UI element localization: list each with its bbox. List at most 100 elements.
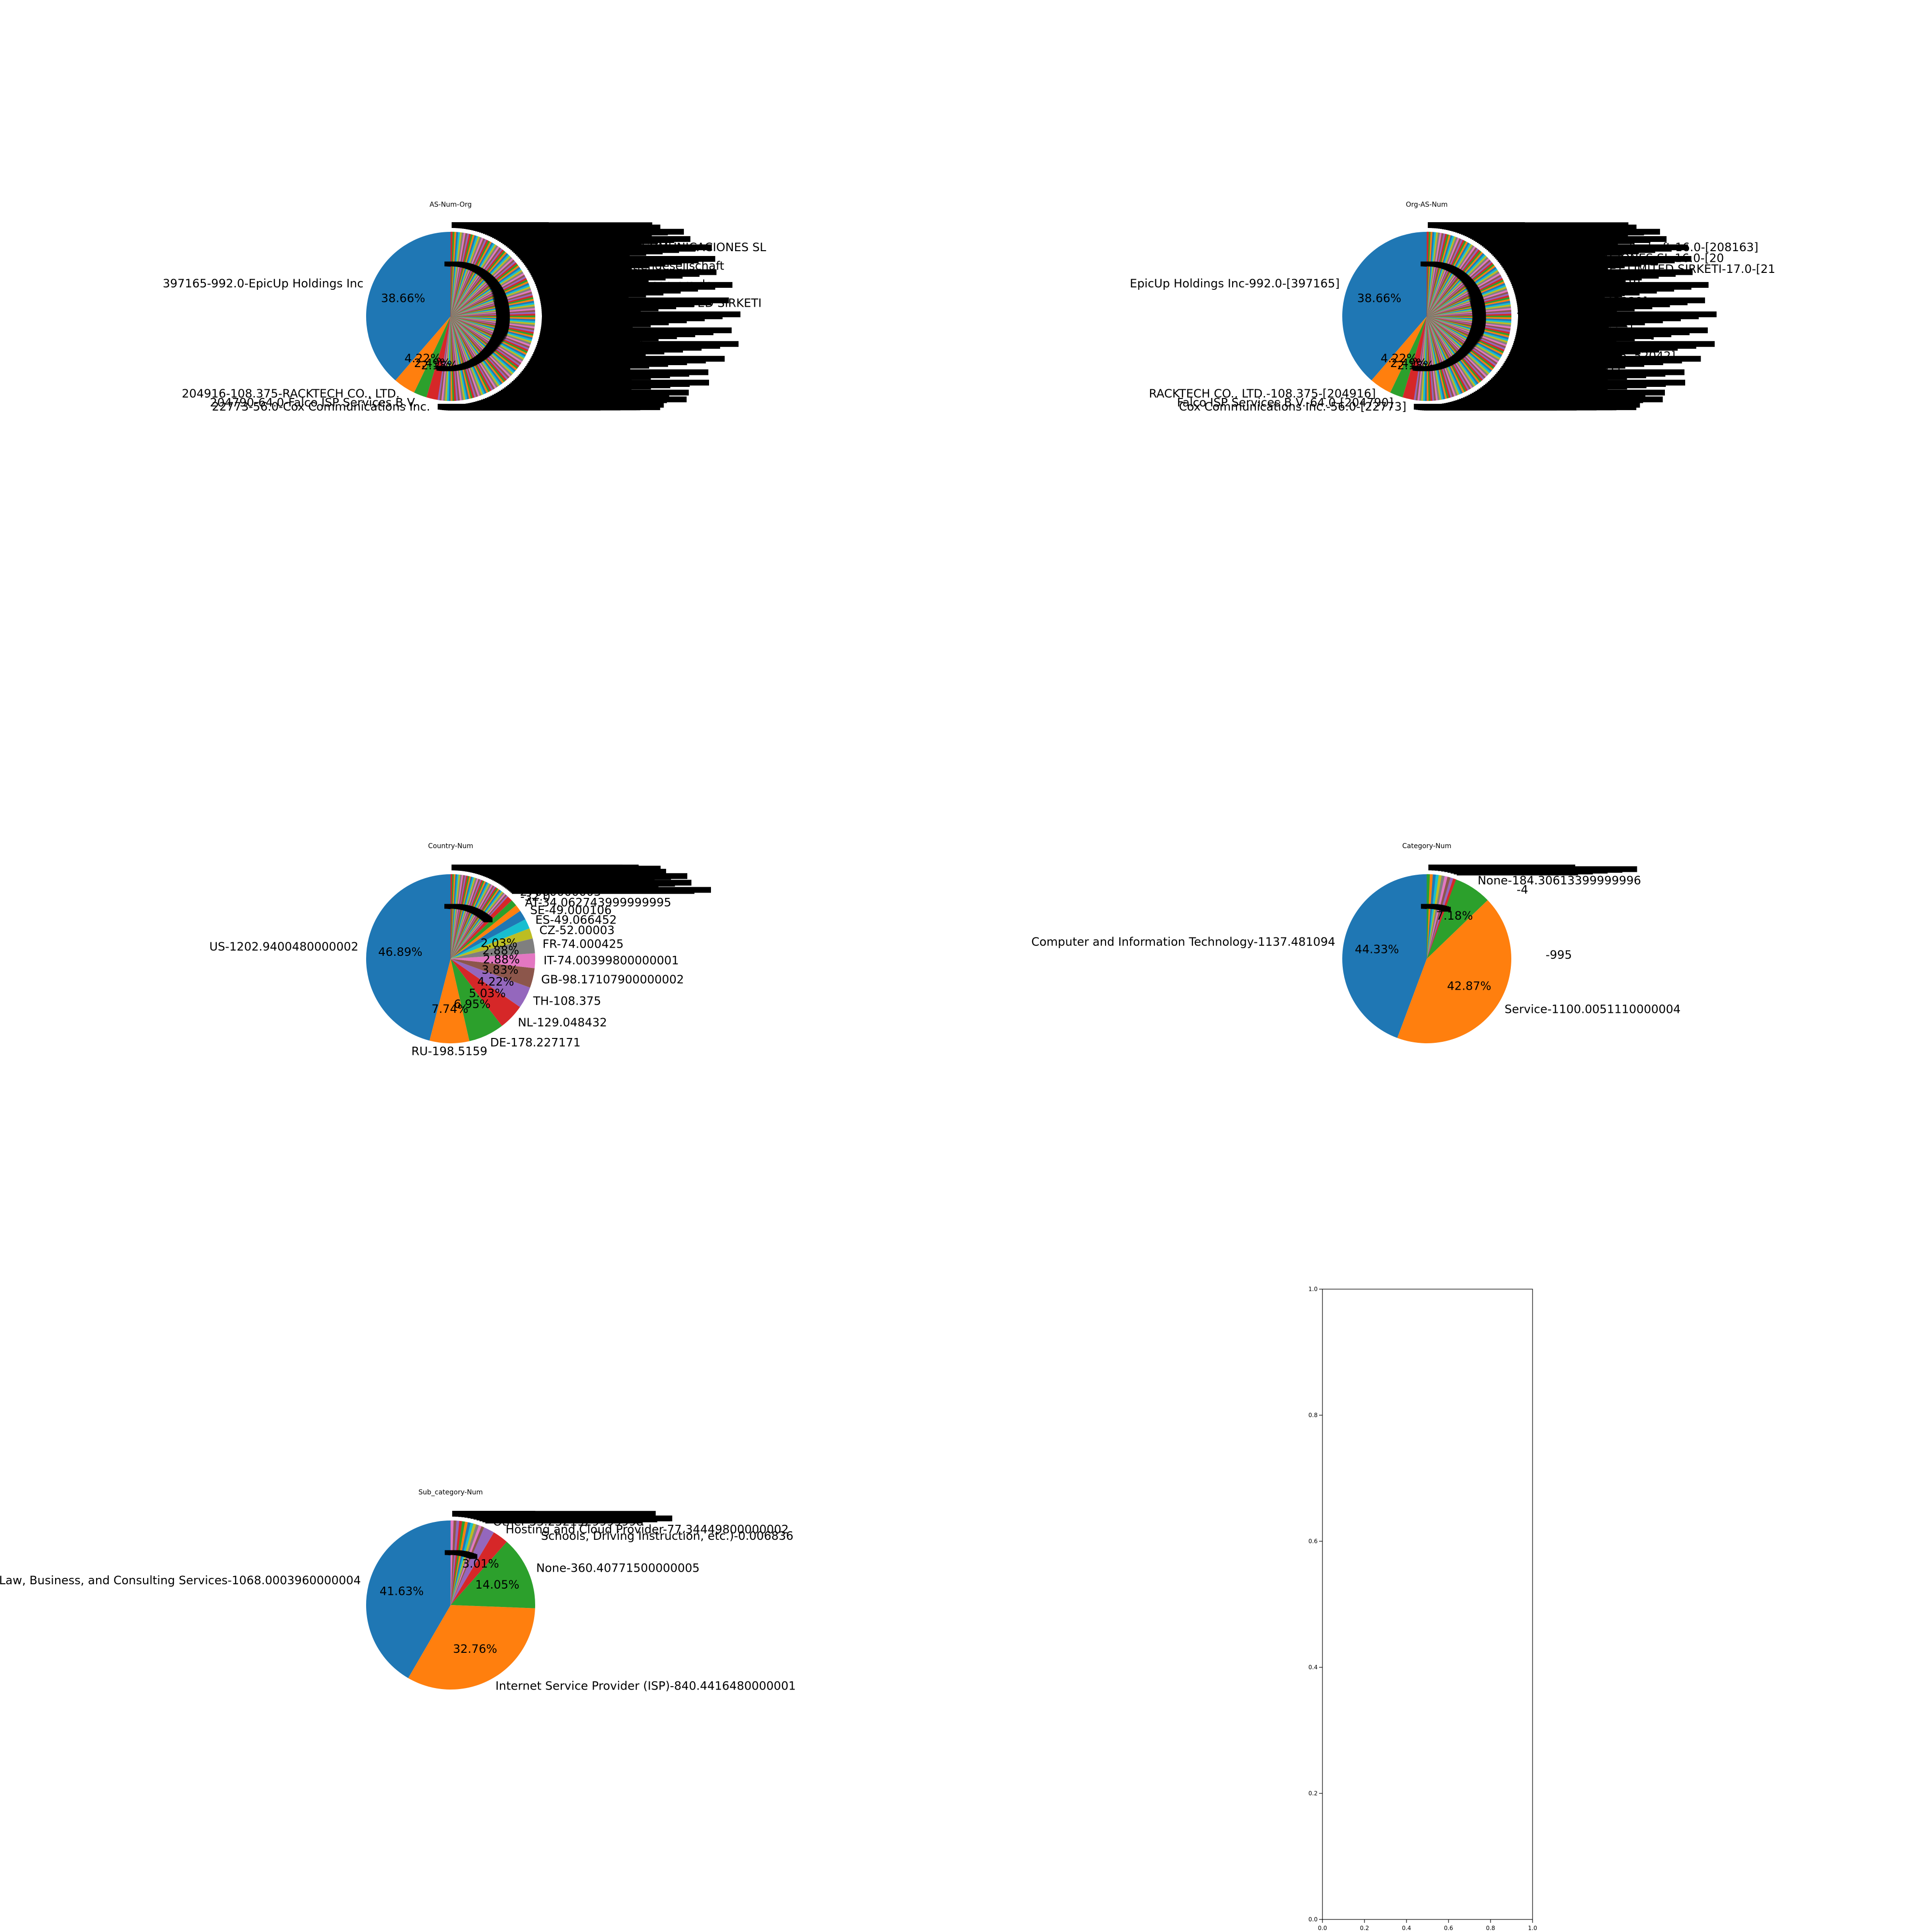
pie-extra-label: [00781] xyxy=(1575,360,1620,374)
pie-chart-country-num: Country-Num US-1202.9400480000002 46.89% R… xyxy=(209,842,711,1058)
pie-slice xyxy=(451,919,530,959)
y-tick-label: 0.8 xyxy=(1308,1412,1318,1419)
pie-extra-label: -16.0-[197890] xyxy=(1517,306,1604,319)
pie-percent-label: 2.88% xyxy=(483,944,519,957)
x-tick-label: 0.4 xyxy=(1402,1925,1411,1932)
pie-slice xyxy=(451,959,502,1041)
pie-slice xyxy=(1371,316,1427,393)
pie-slice xyxy=(366,1520,451,1678)
pie-percent-label: 4.22% xyxy=(477,975,514,988)
pie-extra-label: -995 xyxy=(1546,948,1572,962)
pie-slice-label: RU-198.5159 xyxy=(412,1045,487,1058)
small-slice-pct-label xyxy=(1421,261,1435,267)
pie-slice-label: 204790-64.0-Falco ISP Services B.V. xyxy=(210,396,417,410)
small-slice-pct-label xyxy=(444,904,458,909)
pie-slice xyxy=(1342,231,1427,381)
pie-labels: US-1202.9400480000002 46.89% RU-198.5159 7.… xyxy=(209,885,684,1058)
pie-labels: 397165-992.0-EpicUp Holdings Inc 38.66% 20… xyxy=(163,277,458,413)
pie-slice-label: Cox Communications Inc.-56.0-[22773] xyxy=(1179,400,1406,413)
pie-slice-label: 397165-992.0-EpicUp Holdings Inc xyxy=(163,277,364,290)
pie-slice-label: AT-34.062743999999995 xyxy=(525,895,671,909)
pie-slice xyxy=(1397,900,1511,1043)
small-slice-label xyxy=(1486,244,1688,251)
pie-extra-labels: Holding Aktiengesellschaft-16.0-[208163]… xyxy=(1517,241,1776,374)
chart-title: AS-Num-Org xyxy=(429,201,471,209)
y-tick-label: 0.6 xyxy=(1308,1538,1318,1545)
pie-slice-label: None-184.30613399999996 xyxy=(1477,874,1641,887)
pie-slice xyxy=(366,232,451,381)
y-axis-ticks: 0.0 0.2 0.4 0.6 0.8 1.0 xyxy=(1308,1286,1322,1923)
pie-extra-labels: Schools, Driving Instruction, etc.)-0.00… xyxy=(541,1529,794,1543)
pie-percent-label: 41.63% xyxy=(380,1585,424,1598)
pie-slice-label: TH-108.375 xyxy=(533,994,601,1008)
pie-slice-label: NL-129.048432 xyxy=(518,1016,607,1029)
pie-slice xyxy=(451,896,512,959)
pie-percent-label: 6.95% xyxy=(454,997,490,1011)
pie-extra-label: COMUNICACIONES SL-16.0-[20 xyxy=(1546,252,1724,265)
pie-slice xyxy=(451,905,521,959)
pie-extra-label: Hosting xyxy=(599,334,643,347)
empty-axes: 0.0 0.2 0.4 0.6 0.8 1.0 0.0 0.2 0.4 0.6 0.8 1.0 xyxy=(1308,1286,1537,1932)
pie-percent-label: 2.88% xyxy=(483,953,520,966)
pie-slice xyxy=(451,959,535,988)
chart-title: Category-Num xyxy=(1402,842,1451,850)
pie-extra-label: -16.0-[3339] xyxy=(1575,295,1648,309)
pie-slice-label: Falco ISP Services B.V.-64.0-[204790] xyxy=(1177,396,1393,410)
pie-extra-label: TICARET LIMITED SIRKETI-17.0-[21 xyxy=(1574,262,1776,276)
pie-extra-label: HIZMETLERI TICARET LIMITED SIRKETI xyxy=(541,297,762,310)
y-tick-label: 0.4 xyxy=(1308,1664,1318,1671)
pie-wedges xyxy=(366,222,740,411)
small-slice-pct-label xyxy=(444,1550,458,1555)
pie-slice-label: DE-178.227171 xyxy=(490,1036,581,1049)
chart-title: Country-Num xyxy=(428,842,473,850)
pie-slice-label: Hosting and Cloud Provider-77.3444980000… xyxy=(506,1523,789,1536)
pie-extra-label: Holding Aktiengesellschaft-16.0-[208163] xyxy=(1517,241,1759,254)
x-axis-ticks: 0.0 0.2 0.4 0.6 0.8 1.0 xyxy=(1318,1919,1537,1932)
pie-wedges xyxy=(366,865,711,1044)
pie-slice xyxy=(451,900,516,959)
x-tick-label: 0.2 xyxy=(1360,1925,1369,1932)
pie-slice-label: SE-49.000106 xyxy=(530,903,612,917)
pie-slice xyxy=(1390,316,1427,398)
pie-slice-label: Internet Service Provider (ISP)-840.4416… xyxy=(496,1679,796,1693)
pie-slice xyxy=(429,959,469,1044)
y-tick-label: 1.0 xyxy=(1308,1286,1318,1293)
pie-slice-label: Computer and Information Technology-1137… xyxy=(1031,935,1335,949)
pie-slice-label: US-1202.9400480000002 xyxy=(209,940,358,953)
pie-wedges xyxy=(1342,865,1637,1043)
pie-percent-label: 2.49% xyxy=(1390,356,1427,370)
pie-wedges xyxy=(1342,222,1717,411)
pie-extra-label: -16.0-[44050] xyxy=(1546,284,1626,298)
pie-slice xyxy=(1402,316,1427,400)
pie-labels: EpicUp Holdings Inc-992.0-[397165] 38.66%… xyxy=(1130,277,1434,413)
pie-extra-label: Netherlands B.V. xyxy=(541,352,637,366)
pie-slice xyxy=(451,910,526,959)
pie-slice-label: ES-49.066452 xyxy=(535,913,617,926)
pie-percent-label: 2.18% xyxy=(421,358,458,372)
pie-extra-labels: INTEGRAL Y TELECOMUNICACIONES SL Holding … xyxy=(541,241,767,366)
pie-slice-label: FR-74.000425 xyxy=(542,937,624,951)
x-tick-label: 0.8 xyxy=(1486,1925,1495,1932)
pie-slice xyxy=(451,959,530,1008)
chart-title: Sub_category-Num xyxy=(418,1489,483,1496)
pie-slice-label: -32.0 xyxy=(520,890,550,904)
pie-slice-label: None-360.40771500000005 xyxy=(536,1562,699,1575)
small-slice-label xyxy=(510,244,712,251)
pie-slice-label: GB-98.17107900000002 xyxy=(541,973,684,986)
pie-slice-label: IT-74.00399800000001 xyxy=(543,954,679,967)
pie-slice xyxy=(1342,874,1427,1038)
axes-frame xyxy=(1322,1289,1533,1920)
pie-slice-small xyxy=(450,1520,454,1605)
pie-slice-label: RACKTECH CO., LTD.-108.375-[204916] xyxy=(1149,387,1376,400)
pie-slice-label: Service-1100.0051110000004 xyxy=(1505,1003,1681,1016)
pie-chart-as-num-org: AS-Num-Org 397165-992.0-EpicUp Holdings … xyxy=(163,201,767,413)
pie-slice-small xyxy=(1426,874,1430,959)
pie-slice-label: 22773-56.0-Cox Communications Inc. xyxy=(212,400,430,413)
pie-chart-category-num: Category-Num Computer and Information Te… xyxy=(1031,842,1681,1043)
pie-slice xyxy=(426,316,451,400)
pie-slice xyxy=(395,316,451,393)
pie-slice xyxy=(1427,879,1488,959)
pie-percent-label: 32.76% xyxy=(453,1642,497,1656)
pie-slice-label: 204916-108.375-RACKTECH CO., LTD. xyxy=(182,387,399,400)
pie-percent-label: 7.74% xyxy=(431,1002,468,1016)
